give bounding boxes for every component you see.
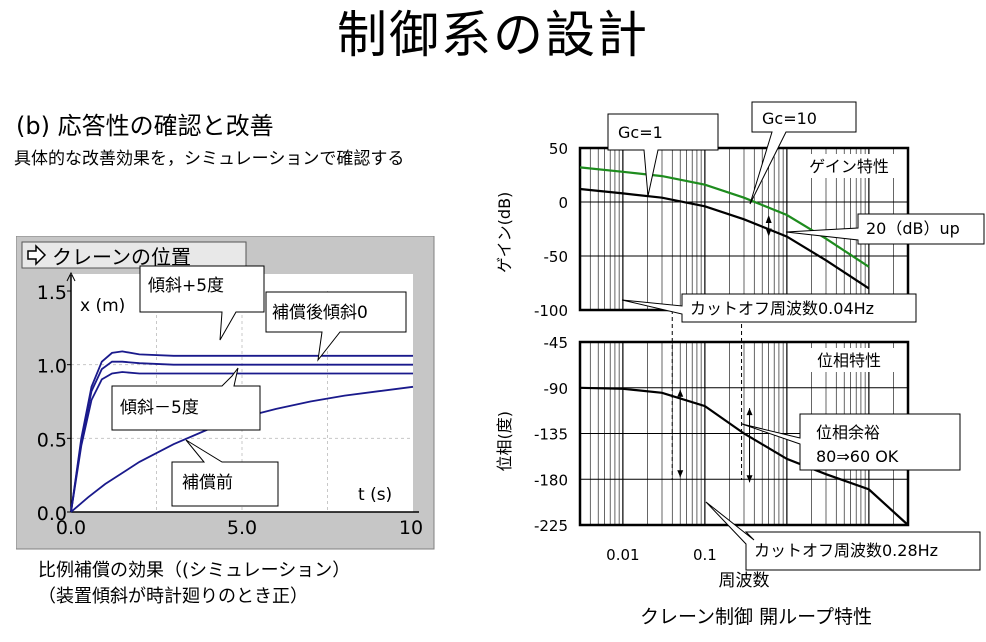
sim-x-axis-label: t (s) xyxy=(358,485,392,505)
callout-cut1: カットオフ周波数0.04Hz xyxy=(621,293,917,323)
callout-up-box xyxy=(785,213,985,245)
bode-panel-label: 位相特性 xyxy=(817,351,881,370)
callout-gc1-text: Gc=1 xyxy=(618,123,663,142)
sim-ticks: 0.0 0.5 1.0 1.5 0.0 5.0 10 xyxy=(37,282,423,539)
callout-tilt-minus: 傾斜－5度 xyxy=(111,367,261,431)
callout-cut1-text: カットオフ周波数0.04Hz xyxy=(690,299,874,318)
bode-y-tick-label: -50 xyxy=(544,248,569,266)
callout-comp-zero: 補償後傾斜0 xyxy=(265,291,407,362)
bode-y-tick-label: 0 xyxy=(558,194,568,212)
simulation-figure: クレーンの位置 0.0 0.5 1.0 1.5 0.0 5.0 10 x (m) t (s)… xyxy=(16,236,435,550)
callout-cut2-box xyxy=(705,501,981,571)
sim-y-arrow xyxy=(66,271,76,282)
sim-series-line xyxy=(70,360,413,513)
callout-cut2: カットオフ周波数0.28Hz xyxy=(705,501,981,571)
callout-margin: 位相余裕 80⇒60 OK xyxy=(741,413,961,471)
left-caption: 比例補償の効果（(シミュレーション） （装置傾斜が時計廻りのとき正） xyxy=(38,558,350,610)
callout-before: 補償前 xyxy=(171,439,279,507)
arrow-right-icon xyxy=(27,244,47,266)
left-caption-line-1: 比例補償の効果（(シミュレーション） xyxy=(38,560,351,581)
phase-panel: -45 -90 -135 -180 -225 位相特性 xyxy=(534,334,910,535)
arrow-down-icon xyxy=(677,470,684,478)
callout-margin-text: 80⇒60 OK xyxy=(816,447,899,466)
callout-gc1-box xyxy=(607,113,719,197)
left-caption-line-2: （装置傾斜が時計廻りのとき正） xyxy=(38,586,308,607)
sim-y-tick-label: 1.5 xyxy=(37,282,67,304)
callout-gc1: Gc=1 xyxy=(607,113,719,197)
callout-margin-box xyxy=(741,413,961,471)
bode-panel-label-bg xyxy=(796,154,902,178)
callout-gc10-text: Gc=10 xyxy=(762,109,817,128)
sim-window-title: クレーンの位置 xyxy=(52,245,191,269)
bode-x-axis-label: 周波数 xyxy=(719,571,770,591)
section-subtitle: (b) 応答性の確認と改善 xyxy=(16,112,274,140)
callout-cut1-box xyxy=(621,293,917,323)
arrow-down-icon xyxy=(765,228,772,237)
arrow-down-icon xyxy=(746,475,753,483)
bode-y-tick-label: -225 xyxy=(534,517,568,535)
callout-up: 20（dB）up xyxy=(785,213,985,245)
callout-margin-text: 位相余裕 xyxy=(816,423,880,442)
bode-y-tick-label: -100 xyxy=(534,302,568,320)
arrow-up-icon xyxy=(677,389,684,397)
callout-gc10: Gc=10 xyxy=(749,101,857,205)
bode-y-tick-label: -135 xyxy=(534,426,568,444)
sim-title-tab xyxy=(21,241,247,269)
sim-x-tick-label: 5.0 xyxy=(227,517,257,539)
callout-cut2-text: カットオフ周波数0.28Hz xyxy=(754,541,938,560)
arrow-up-icon xyxy=(746,408,753,416)
bode-panel-label: ゲイン特性 xyxy=(809,157,889,176)
description-text: 具体的な改善効果を，シミュレーションで確認する xyxy=(14,149,405,169)
callout-tilt-plus: 傾斜+5度 xyxy=(139,265,265,341)
bode-y-tick-label: 50 xyxy=(549,140,568,158)
phase-y-axis-label: 位相(度) xyxy=(495,411,514,472)
bode-y-tick-label: -90 xyxy=(544,380,569,398)
gain-series-line xyxy=(579,187,870,290)
bode-x-tick-label: 0.1 xyxy=(693,546,717,564)
sim-y-tick-label: 0.5 xyxy=(37,429,67,451)
arrow-up-icon xyxy=(765,214,772,223)
bode-panel-label-bg xyxy=(796,348,902,372)
bode-x-tick-label: 0.01 xyxy=(606,546,639,564)
sim-x-tick-label: 10 xyxy=(399,517,423,539)
bode-y-tick-label: -180 xyxy=(534,471,568,489)
sim-y-tick-label: 1.0 xyxy=(37,356,67,378)
page-title: 制御系の設計 xyxy=(337,6,649,64)
sim-series-line xyxy=(70,371,413,513)
bode-callouts: Gc=1 Gc=10 20（dB）up カットオフ周波数0.04Hz 位相余裕 80⇒60… xyxy=(607,101,985,571)
sim-axes xyxy=(66,271,419,513)
sim-x-tick-label: 0.0 xyxy=(56,517,86,539)
right-caption: クレーン制御 開ループ特性 xyxy=(640,606,872,628)
callout-up-text: 20（dB）up xyxy=(866,219,960,238)
svg-text:補償前: 補償前 xyxy=(182,473,233,493)
sim-y-axis-label: x (m) xyxy=(80,296,125,316)
phase-series-line xyxy=(579,386,909,526)
callout-gc10-box xyxy=(749,101,857,205)
bode-y-tick-label: -45 xyxy=(544,334,569,352)
svg-text:傾斜+5度: 傾斜+5度 xyxy=(148,276,224,296)
svg-text:補償後傾斜0: 補償後傾斜0 xyxy=(272,303,368,323)
bode-figure: 50 0 -50 -100 ゲイン特性 -45 -90 -135 -180 -225 位相特性 0… xyxy=(495,101,985,591)
svg-text:傾斜－5度: 傾斜－5度 xyxy=(120,398,199,418)
gain-y-axis-label: ゲイン(dB) xyxy=(495,192,514,273)
sim-y-tick-label: 0.0 xyxy=(37,503,67,525)
